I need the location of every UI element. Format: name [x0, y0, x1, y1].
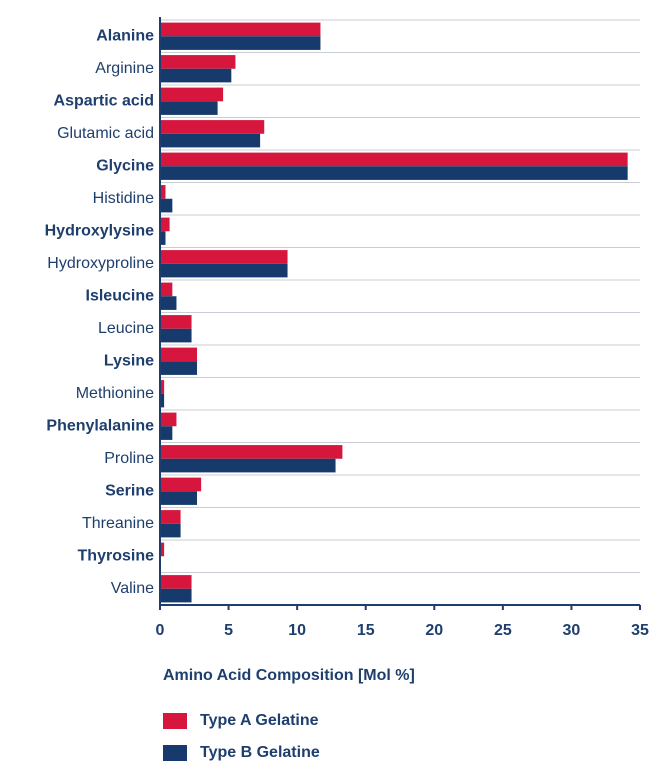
bar: [160, 588, 192, 603]
bar: [160, 185, 166, 199]
bar: [160, 282, 173, 297]
bar: [160, 510, 181, 524]
y-tick-label: Lysine: [104, 352, 154, 369]
bar: [160, 491, 198, 505]
y-tick-label: Proline: [104, 450, 154, 467]
bar: [160, 55, 236, 69]
y-tick-label: Isleucine: [86, 287, 155, 304]
x-tick-label: 10: [288, 622, 306, 639]
y-tick-label: Thyrosine: [78, 547, 155, 564]
bar: [160, 22, 321, 37]
bar: [160, 120, 265, 134]
y-tick-label: Glycine: [96, 157, 154, 174]
x-tick-label: 0: [156, 622, 165, 639]
bar: [160, 380, 165, 394]
y-tick-label: Leucine: [98, 320, 154, 337]
bar: [160, 523, 181, 538]
x-tick-label: 30: [563, 622, 581, 639]
y-tick-label: Glutamic acid: [57, 125, 154, 142]
x-tick-label: 15: [357, 622, 375, 639]
bar: [160, 328, 192, 343]
bar: [160, 217, 170, 232]
legend-swatch: [163, 745, 187, 761]
y-tick-label: Histidine: [93, 190, 154, 207]
bar: [160, 296, 177, 310]
bar: [160, 250, 288, 264]
bar: [160, 198, 173, 213]
y-tick-label: Aspartic acid: [54, 92, 154, 109]
y-tick-label: Hydroxyproline: [47, 255, 154, 272]
bar: [160, 231, 166, 245]
y-tick-label: Methionine: [76, 385, 154, 402]
bar: [160, 458, 336, 473]
bar: [160, 166, 628, 180]
bar: [160, 393, 165, 408]
y-tick-label: Serine: [105, 482, 154, 499]
bar: [160, 133, 261, 148]
bar: [160, 412, 177, 427]
y-tick-label: Threanine: [82, 515, 154, 532]
x-tick-label: 25: [494, 622, 512, 639]
bar: [160, 36, 321, 50]
bar: [160, 347, 198, 362]
bar: [160, 68, 232, 83]
bar: [160, 361, 198, 375]
legend-label: Type B Gelatine: [200, 744, 320, 761]
bar: [160, 575, 192, 589]
bar: [160, 152, 628, 167]
x-tick-label: 5: [224, 622, 233, 639]
x-tick-label: 35: [631, 622, 649, 639]
y-tick-label: Arginine: [95, 60, 154, 77]
x-axis-label: Amino Acid Composition [Mol %]: [163, 667, 415, 684]
bar: [160, 315, 192, 329]
y-tick-label: Phenylalanine: [46, 417, 154, 434]
x-tick-label: 20: [425, 622, 443, 639]
bar: [160, 426, 173, 440]
y-tick-label: Valine: [111, 580, 154, 597]
bar: [160, 477, 202, 492]
y-tick-label: Alanine: [96, 27, 154, 44]
bar: [160, 445, 343, 459]
legend-swatch: [163, 713, 187, 729]
y-tick-label: Hydroxylysine: [45, 222, 154, 239]
bar: [160, 542, 165, 557]
bar: [160, 101, 218, 115]
legend-label: Type A Gelatine: [200, 712, 319, 729]
bar: [160, 263, 288, 278]
bar: [160, 87, 224, 102]
